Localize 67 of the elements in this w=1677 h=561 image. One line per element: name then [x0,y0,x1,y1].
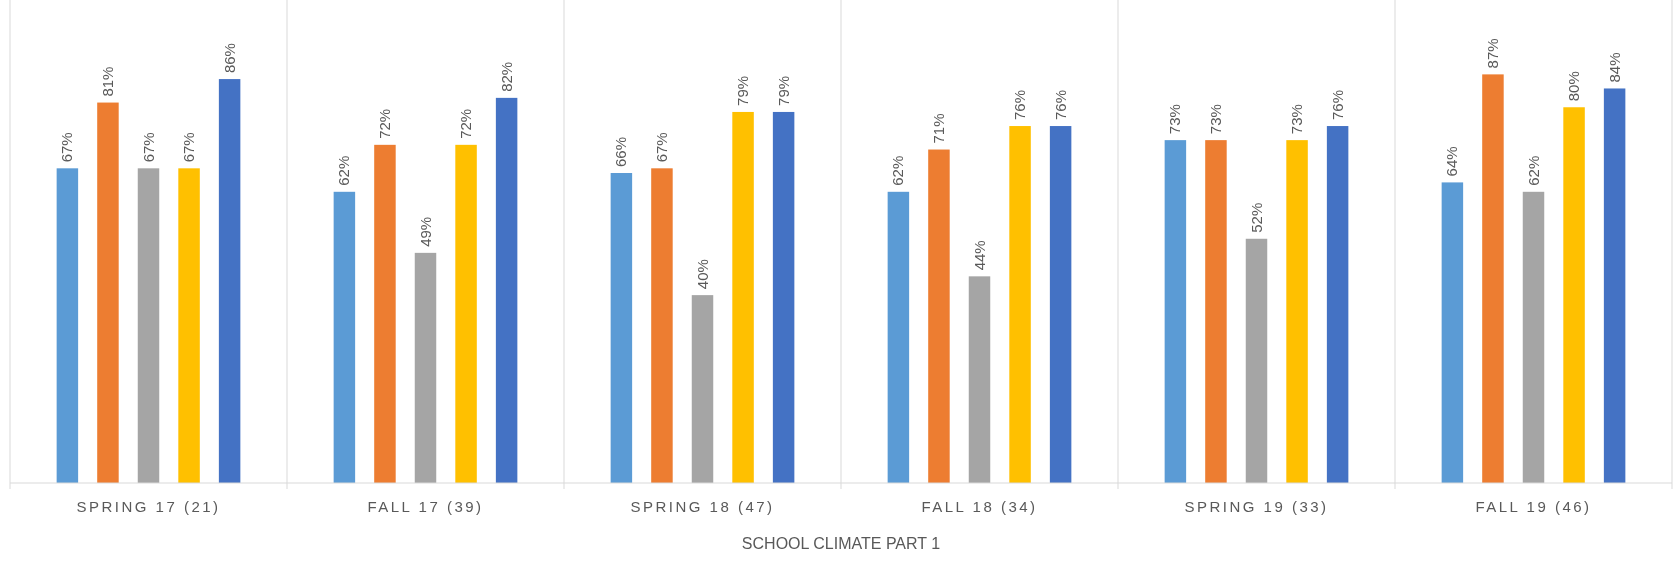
bar [1009,126,1031,483]
data-label: 64% [1443,146,1461,177]
data-label: 67% [180,132,198,163]
bar [495,97,518,483]
bar [732,111,754,483]
bar [651,168,673,483]
data-label: 84% [1605,52,1623,83]
bar [1563,107,1585,483]
bar [1482,74,1504,483]
x-tick-label: SPRING 18 (47) [630,498,775,515]
data-label: 76% [1011,90,1029,121]
data-label: 66% [612,136,630,168]
x-axis-title: SCHOOL CLIMATE PART 1 [741,535,941,552]
bar [455,144,477,483]
bar [1441,182,1464,483]
bar [968,276,991,483]
bar [1326,126,1349,483]
bar [56,168,79,483]
data-label: 81% [98,66,116,97]
bar [178,168,200,483]
bar [1049,126,1072,483]
data-label: 62% [1524,155,1542,186]
x-tick-label: SPRING 19 (33) [1184,498,1329,515]
data-label: 67% [58,132,76,163]
x-tick-label: FALL 17 (39) [367,498,484,515]
bar [691,295,714,483]
bar [1603,88,1626,483]
bar [374,144,396,483]
data-label: 71% [929,113,947,144]
data-label: 79% [734,75,752,106]
bar [772,111,795,483]
x-tick-label: FALL 19 (46) [1475,498,1592,515]
bar [610,173,633,483]
data-label: 44% [970,240,988,271]
data-label: 80% [1565,71,1583,102]
data-label: 72% [457,108,475,139]
data-label: 73% [1166,104,1184,135]
x-tick-label: FALL 18 (34) [921,498,1038,515]
data-label: 82% [497,61,515,92]
data-label: 49% [416,216,434,247]
data-label: 86% [220,43,238,74]
bar [1245,238,1268,483]
bar [928,149,950,483]
bar [333,191,356,483]
bar [137,168,160,483]
data-label: 40% [693,259,711,290]
x-tick-label: SPRING 17 (21) [76,498,221,515]
data-label: 87% [1483,38,1501,69]
data-label: 76% [1328,90,1346,121]
data-label: 67% [139,132,157,163]
data-label: 62% [335,155,353,186]
data-label: 76% [1051,90,1069,121]
data-label: 62% [889,155,907,186]
data-label: 73% [1206,104,1224,135]
bar [97,102,119,483]
bar [1164,140,1187,483]
bar [1205,140,1227,483]
data-label: 79% [774,75,792,106]
bar [414,252,437,483]
data-label: 67% [652,132,670,163]
data-label: 73% [1288,104,1306,135]
bar [1522,191,1545,483]
bar [887,191,910,483]
data-label: 52% [1247,202,1265,233]
bar [218,79,241,483]
bar [1286,140,1308,483]
data-label: 72% [375,108,393,139]
